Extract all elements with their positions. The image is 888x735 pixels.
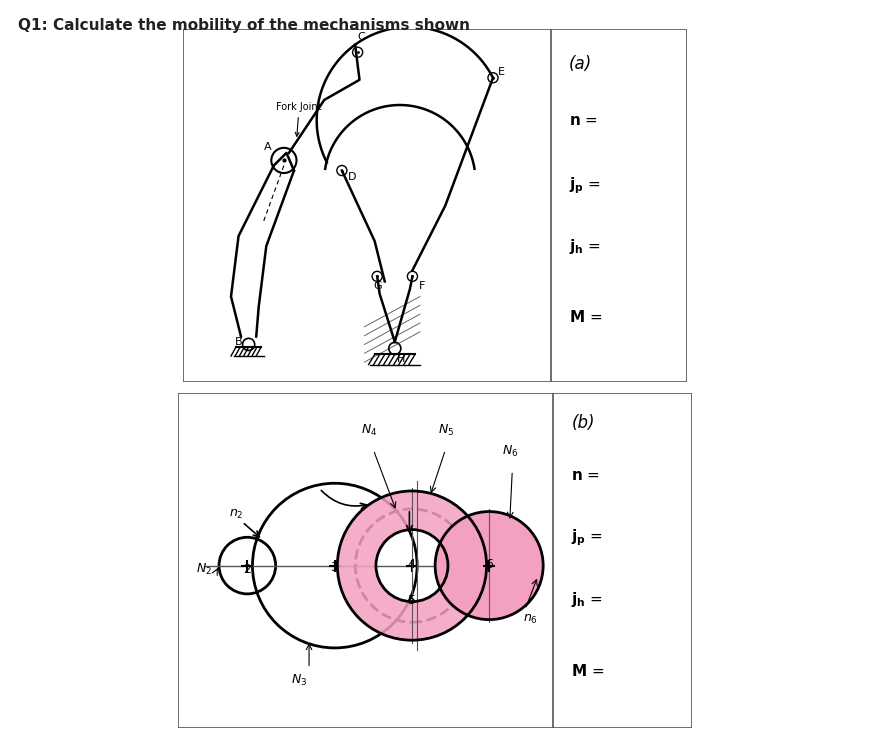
Text: H: H xyxy=(397,354,406,364)
Text: $N_4$: $N_4$ xyxy=(361,423,377,439)
Text: $n_2$: $n_2$ xyxy=(229,508,244,521)
Text: (b): (b) xyxy=(572,414,595,431)
Text: $\bf{j_h}$ =: $\bf{j_h}$ = xyxy=(572,589,603,609)
Text: 3: 3 xyxy=(329,561,337,574)
Text: G: G xyxy=(373,281,382,291)
Text: F: F xyxy=(418,281,424,291)
Text: $\bf{M}$ =: $\bf{M}$ = xyxy=(572,663,605,679)
Text: D: D xyxy=(348,171,356,182)
Text: Fork Joint: Fork Joint xyxy=(276,102,321,136)
Text: E: E xyxy=(498,68,505,77)
Text: 5: 5 xyxy=(408,594,416,607)
Text: $\bf{n}$ =: $\bf{n}$ = xyxy=(568,112,598,128)
Text: $n_6$: $n_6$ xyxy=(522,613,537,626)
Text: $\bf{j_p}$ =: $\bf{j_p}$ = xyxy=(568,176,600,196)
Text: $\bf{j_h}$ =: $\bf{j_h}$ = xyxy=(568,237,600,256)
Text: $N_3$: $N_3$ xyxy=(291,673,307,688)
Text: 6: 6 xyxy=(485,558,493,571)
Text: C: C xyxy=(358,32,365,42)
FancyBboxPatch shape xyxy=(183,29,687,382)
Text: 2: 2 xyxy=(243,563,251,576)
Text: $N_6$: $N_6$ xyxy=(502,444,519,459)
Text: $N_2$: $N_2$ xyxy=(196,562,212,578)
Text: $N_5$: $N_5$ xyxy=(438,423,454,439)
Text: 4: 4 xyxy=(408,558,416,571)
Text: Q1: Calculate the mobility of the mechanisms shown: Q1: Calculate the mobility of the mechan… xyxy=(18,18,470,33)
Text: $\bf{j_p}$ =: $\bf{j_p}$ = xyxy=(572,527,603,548)
FancyBboxPatch shape xyxy=(178,393,693,728)
Text: B: B xyxy=(234,337,242,347)
Text: $\bf{n}$ =: $\bf{n}$ = xyxy=(572,468,600,483)
Polygon shape xyxy=(337,491,487,640)
Circle shape xyxy=(435,512,543,620)
Text: (a): (a) xyxy=(568,54,592,73)
Text: A: A xyxy=(264,143,272,152)
Text: $\bf{M}$ =: $\bf{M}$ = xyxy=(568,309,602,325)
